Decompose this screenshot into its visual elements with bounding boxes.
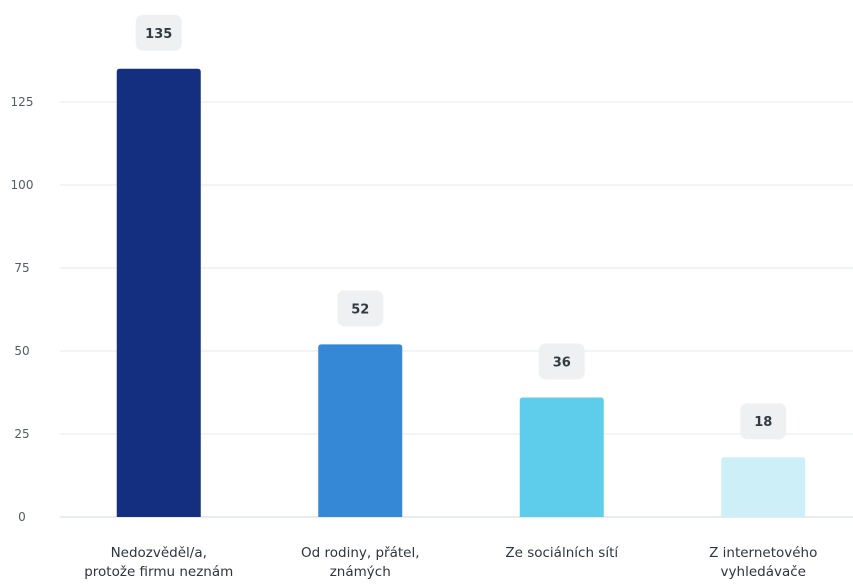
y-tick-label: 75 — [14, 261, 29, 275]
bars — [116, 68, 806, 518]
data-label: 135 — [145, 27, 172, 42]
y-tick-label: 50 — [14, 344, 29, 358]
y-tick-label: 125 — [11, 95, 34, 109]
data-label: 36 — [553, 355, 571, 370]
category-label: Z internetového — [709, 545, 817, 561]
category-label: Od rodiny, přátel, — [301, 545, 419, 561]
y-tick-label: 25 — [14, 427, 29, 441]
category-label: vyhledávače — [721, 564, 806, 580]
y-tick-label: 0 — [18, 510, 26, 524]
bar — [318, 344, 403, 517]
data-label-badge — [135, 14, 182, 51]
data-label: 18 — [754, 415, 772, 430]
bar — [116, 68, 201, 518]
category-label: protože firmu neznám — [84, 564, 233, 580]
y-axis-ticks: 0 25 50 75 100 125 — [11, 95, 34, 524]
data-label-badge — [740, 403, 787, 440]
data-labels: 135 52 36 18 — [135, 14, 787, 440]
category-label: Ze sociálních sítí — [505, 545, 619, 561]
data-label-badge — [337, 290, 384, 327]
category-label: Nedozvěděl/a, — [111, 545, 207, 561]
x-axis-categories: Nedozvěděl/a, protože firmu neznám Od rodi… — [84, 545, 817, 580]
y-tick-label: 100 — [11, 178, 34, 192]
category-label: známých — [330, 564, 391, 580]
data-label: 52 — [351, 302, 369, 317]
bar — [519, 397, 604, 517]
data-label-badge — [538, 343, 585, 380]
bar — [721, 457, 806, 517]
